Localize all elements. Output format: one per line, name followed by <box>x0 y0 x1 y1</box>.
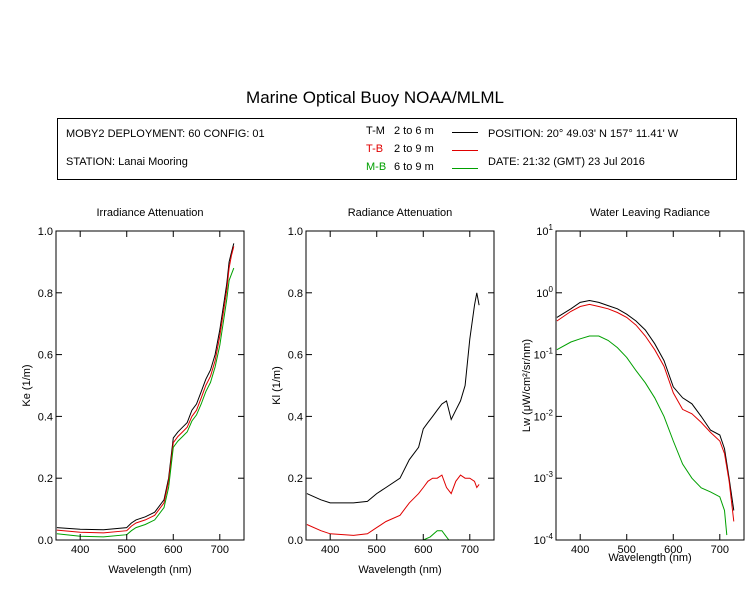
series-line-t-m <box>306 292 480 504</box>
y-tick-label: 10-3 <box>534 470 554 485</box>
x-tick-label: 700 <box>711 544 729 556</box>
x-axis-label: Wavelength (nm) <box>608 552 691 564</box>
legend-range: 2 to 9 m <box>394 143 434 155</box>
x-tick-label: 700 <box>211 544 229 556</box>
legend-item-t-b: T-B 2 to 9 m <box>366 143 486 159</box>
x-tick-label: 700 <box>461 544 479 556</box>
x-tick-label: 400 <box>571 544 589 556</box>
y-axis-label: Ke (1/m) <box>21 364 33 406</box>
series-line-t-b <box>56 246 235 534</box>
legend-line <box>452 168 478 169</box>
chart-title: Water Leaving Radiance <box>590 207 710 219</box>
chart-panel-3: 400 500 600 700 10-4 10-3 10-2 10-1 100 101 Water … <box>521 207 745 564</box>
legend-code: M-B <box>366 161 387 173</box>
y-tick-label: 0.8 <box>288 288 303 300</box>
y-tick-label: 0.6 <box>38 350 53 362</box>
x-tick-label: 500 <box>118 544 136 556</box>
y-tick-label: 0.0 <box>288 535 303 547</box>
chart-title: Irradiance Attenuation <box>96 207 203 219</box>
chart-panel-2: 400 500 600 700 0.0 0.2 0.4 0.6 0.8 1.0 Radiance A… <box>271 207 495 576</box>
legend-line <box>452 132 478 133</box>
y-tick-label: 0.2 <box>288 473 303 485</box>
x-tick-label: 500 <box>368 544 386 556</box>
y-tick-label: 10-4 <box>534 532 554 547</box>
chart-title: Radiance Attenuation <box>348 207 453 219</box>
series-line-t-m <box>56 243 235 531</box>
y-axis-label: Lw (μW/cm²/sr/nm) <box>521 339 533 432</box>
plot-frame <box>305 230 495 541</box>
series-line-m-b <box>556 335 728 536</box>
x-axis-label: Wavelength (nm) <box>358 564 441 576</box>
y-axis-label: Kl (1/m) <box>271 366 283 405</box>
y-tick-label: 0.2 <box>38 473 53 485</box>
legend-range: 6 to 9 m <box>394 161 434 173</box>
y-tick-label: 0.8 <box>38 288 53 300</box>
x-axis-label: Wavelength (nm) <box>108 564 191 576</box>
page-title: Marine Optical Buoy NOAA/MLML <box>246 88 504 107</box>
x-tick-label: 600 <box>664 544 682 556</box>
legend-code: T-B <box>366 143 384 155</box>
series-line-t-b <box>556 303 735 522</box>
chart-panel-1: 400 500 600 700 0.0 0.2 0.4 0.6 0.8 1.0 Irradiance… <box>21 207 245 576</box>
station-text: STATION: Lanai Mooring <box>66 156 188 168</box>
plot-frame <box>555 230 745 541</box>
x-tick-label: 400 <box>71 544 89 556</box>
x-tick-label: 600 <box>164 544 182 556</box>
legend-line <box>452 150 478 151</box>
header-panel: MOBY2 DEPLOYMENT: 60 CONFIG: 01 STATION:… <box>57 118 737 180</box>
x-tick-label: 400 <box>321 544 339 556</box>
y-tick-label: 1.0 <box>288 226 303 238</box>
x-tick-label: 600 <box>414 544 432 556</box>
y-tick-label: 0.0 <box>38 535 53 547</box>
y-tick-label: 101 <box>536 223 553 238</box>
legend-item-m-b: M-B 6 to 9 m <box>366 161 486 177</box>
y-tick-label: 0.6 <box>288 350 303 362</box>
y-tick-label: 10-1 <box>534 347 554 362</box>
legend-range: 2 to 6 m <box>394 125 434 137</box>
y-tick-label: 100 <box>536 285 553 300</box>
position-text: POSITION: 20° 49.03' N 157° 11.41' W <box>488 128 679 140</box>
y-tick-label: 0.4 <box>38 411 53 423</box>
y-tick-label: 0.4 <box>288 411 303 423</box>
series-line-t-b <box>306 474 480 536</box>
series-line-m-b <box>56 267 235 538</box>
date-text: DATE: 21:32 (GMT) 23 Jul 2016 <box>488 156 645 168</box>
series-line-m-b <box>423 530 450 540</box>
y-tick-label: 10-2 <box>534 408 554 423</box>
series-line-t-m <box>556 299 735 511</box>
deployment-text: MOBY2 DEPLOYMENT: 60 CONFIG: 01 <box>66 128 265 140</box>
y-tick-label: 1.0 <box>38 226 53 238</box>
x-tick-label: 500 <box>618 544 636 556</box>
legend-item-t-m: T-M 2 to 6 m <box>366 125 486 141</box>
legend-code: T-M <box>366 125 385 137</box>
plot-frame <box>55 230 245 541</box>
